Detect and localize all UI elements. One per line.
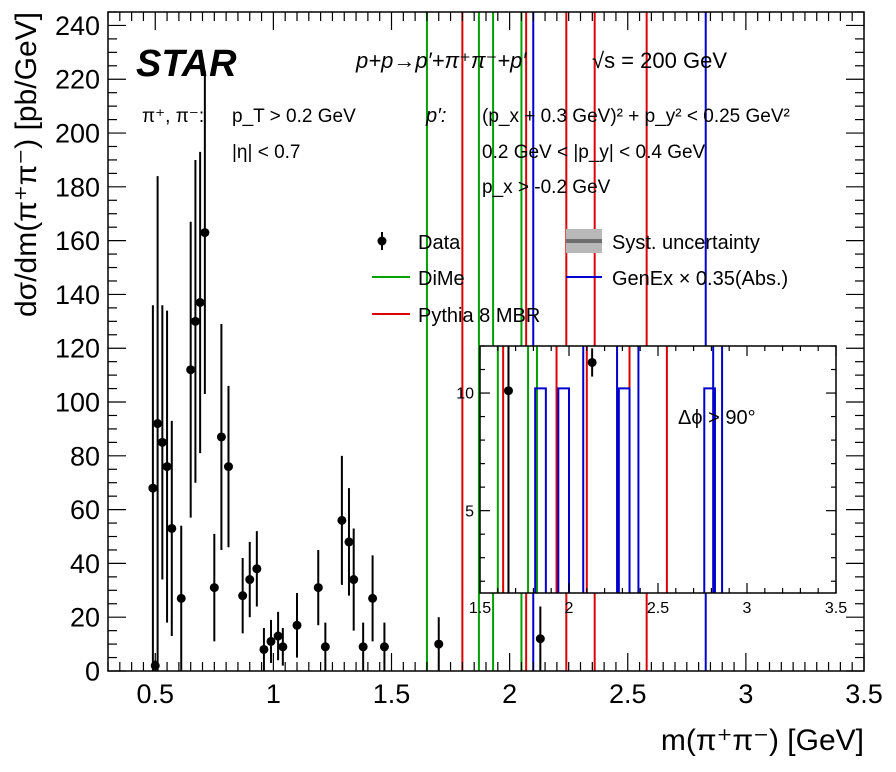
legend-item-dime: DiMe <box>372 268 465 290</box>
model-step <box>534 387 547 593</box>
data-point <box>153 419 163 429</box>
data-point <box>259 644 269 654</box>
x-tick-label: 1.5 <box>469 600 491 617</box>
x-tick-label: 3.5 <box>825 600 847 617</box>
proton-cut-3: p_x > -0.2 GeV <box>482 177 611 198</box>
model-step <box>557 387 570 593</box>
inset-title: Δϕ > 90° <box>678 407 756 429</box>
proton-cut-label: p′: <box>425 105 446 127</box>
x-tick-label: 3 <box>743 600 752 617</box>
data-point <box>148 483 158 493</box>
process-label: p+p→p′+π⁺π⁻+p′ <box>355 48 527 73</box>
data-point <box>195 297 205 307</box>
inset-axes: 1.5 2 2.5 3 3.5 5 10 <box>456 345 847 617</box>
model-step <box>617 387 631 593</box>
pion-cut-pt: p_T > 0.2 GeV <box>232 106 356 127</box>
data-point <box>503 386 513 396</box>
inset-data-points <box>503 346 597 593</box>
y-tick-label: 220 <box>55 65 100 95</box>
data-point <box>368 593 378 603</box>
data-point <box>292 620 302 630</box>
data-point <box>349 575 359 585</box>
y-tick-label: 200 <box>55 118 100 148</box>
data-point <box>238 591 248 601</box>
y-tick-label: 5 <box>465 503 474 520</box>
data-point <box>176 593 186 603</box>
data-point <box>157 437 167 447</box>
legend-item-syst: Syst. uncertainty <box>566 229 760 254</box>
pion-cut-eta: |η| < 0.7 <box>232 142 301 163</box>
x-tick-label: 2 <box>502 679 517 709</box>
data-point <box>167 523 177 533</box>
model-step <box>703 387 716 593</box>
data-point <box>190 316 200 326</box>
x-tick-label: 2.5 <box>609 679 647 709</box>
pion-cut-label: π⁺, π⁻: <box>142 106 204 127</box>
x-tick-label: 2 <box>565 600 574 617</box>
data-point <box>162 462 172 472</box>
y-tick-label: 10 <box>456 386 474 403</box>
y-tick-label: 20 <box>70 603 100 633</box>
data-point <box>209 583 219 593</box>
proton-cut-2: 0.2 GeV < |p_y| < 0.4 GeV <box>482 142 706 163</box>
experiment-logo: STAR <box>136 43 237 85</box>
data-point <box>223 462 233 472</box>
x-axis-label: m(π⁺π⁻) [GeV] <box>661 724 864 757</box>
data-point <box>266 636 276 646</box>
y-tick-label: 160 <box>55 226 100 256</box>
y-tick-label: 120 <box>55 334 100 364</box>
data-point <box>337 515 347 525</box>
legend: Data Syst. uncertainty DiMe GenEx × 0.35… <box>372 229 788 327</box>
legend-label-pythia: Pythia 8 MBR <box>418 305 540 327</box>
y-tick-label: 180 <box>55 172 100 202</box>
y-tick-label: 80 <box>70 441 100 471</box>
x-tick-label: 3 <box>738 679 753 709</box>
y-tick-label: 40 <box>70 549 100 579</box>
legend-label-genex: GenEx × 0.35(Abs.) <box>612 268 788 290</box>
legend-item-genex: GenEx × 0.35(Abs.) <box>566 268 788 290</box>
legend-item-data: Data <box>377 232 461 254</box>
y-tick-label: 0 <box>85 656 100 686</box>
y-tick-label: 240 <box>55 11 100 41</box>
data-point <box>313 583 323 593</box>
y-axis-label: dσ/dm(π⁺π⁻) [pb/GeV] <box>10 12 43 317</box>
data-point <box>216 432 226 442</box>
data-point <box>252 564 262 574</box>
data-point <box>358 642 368 652</box>
x-tick-label: 1 <box>266 679 281 709</box>
x-tick-label: 2.5 <box>647 600 669 617</box>
data-points <box>148 71 545 671</box>
proton-cut-1: (p_x + 0.3 GeV)² + p_y² < 0.25 GeV² <box>482 106 790 127</box>
x-tick-label: 1.5 <box>373 679 411 709</box>
inset-background <box>480 346 836 593</box>
data-point <box>535 634 545 644</box>
data-point <box>587 357 597 367</box>
data-point <box>320 642 330 652</box>
legend-label-data: Data <box>418 232 461 254</box>
energy-label: √s = 200 GeV <box>592 48 727 73</box>
axes: 0.5 1 1.5 2 2.5 3 3.5 0 20 40 60 80 100 120 140 160 180 2… <box>55 11 883 709</box>
y-tick-label: 100 <box>55 387 100 417</box>
data-point <box>344 537 354 547</box>
legend-item-pythia: Pythia 8 MBR <box>372 305 540 327</box>
x-tick-label: 3.5 <box>845 679 883 709</box>
y-tick-label: 60 <box>70 495 100 525</box>
data-point <box>200 228 210 238</box>
data-point <box>245 575 255 585</box>
legend-data-marker <box>377 236 387 246</box>
data-point <box>273 631 283 641</box>
data-point <box>434 639 444 649</box>
y-tick-label: 140 <box>55 280 100 310</box>
data-point <box>186 365 196 375</box>
legend-label-dime: DiMe <box>418 268 465 290</box>
legend-label-syst: Syst. uncertainty <box>612 232 760 254</box>
inset-model-lines <box>496 346 724 593</box>
data-point <box>278 642 288 652</box>
x-tick-label: 0.5 <box>136 679 174 709</box>
data-point <box>379 642 389 652</box>
inset-plot: 1.5 2 2.5 3 3.5 5 10 Δϕ > 90° <box>456 345 847 617</box>
